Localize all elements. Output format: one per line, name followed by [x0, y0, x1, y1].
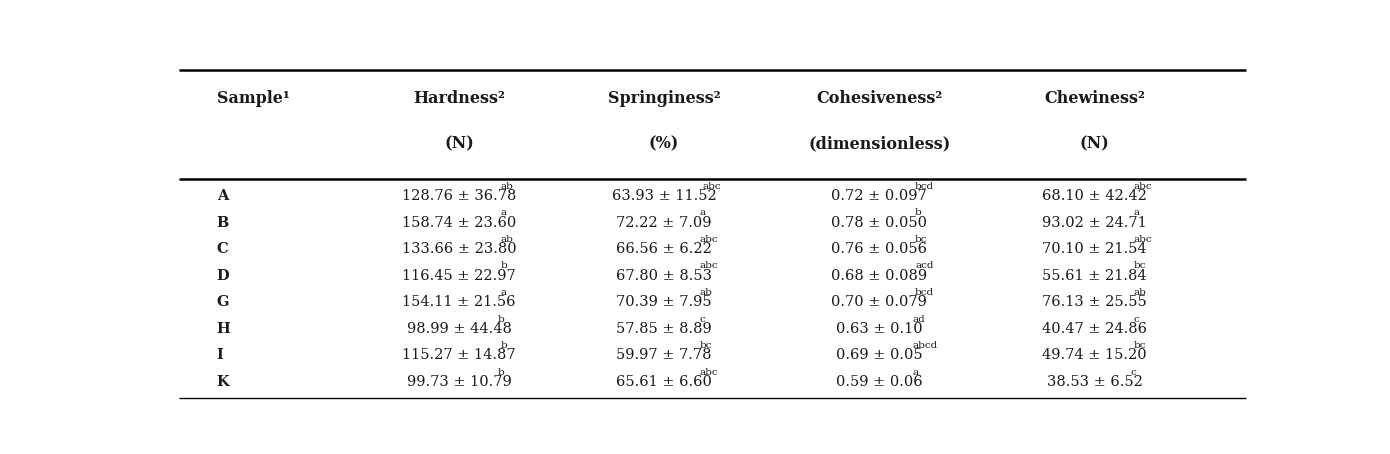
- Text: 99.73 ± 10.79: 99.73 ± 10.79: [407, 375, 512, 389]
- Text: Springiness²: Springiness²: [607, 90, 720, 107]
- Text: 67.80 ± 8.53: 67.80 ± 8.53: [616, 269, 712, 283]
- Text: 66.56 ± 6.22: 66.56 ± 6.22: [616, 242, 712, 256]
- Text: (%): (%): [649, 135, 680, 152]
- Text: abc: abc: [1133, 235, 1152, 244]
- Text: a: a: [500, 208, 507, 217]
- Text: H: H: [217, 322, 231, 336]
- Text: 0.70 ± 0.079: 0.70 ± 0.079: [831, 296, 927, 309]
- Text: c: c: [699, 315, 705, 324]
- Text: b: b: [498, 315, 505, 324]
- Text: ab: ab: [500, 235, 513, 244]
- Text: 133.66 ± 23.80: 133.66 ± 23.80: [402, 242, 517, 256]
- Text: b: b: [500, 341, 507, 350]
- Text: Sample¹: Sample¹: [217, 90, 289, 107]
- Text: c: c: [1133, 315, 1140, 324]
- Text: 128.76 ± 36.78: 128.76 ± 36.78: [402, 189, 517, 203]
- Text: abc: abc: [1133, 182, 1152, 191]
- Text: ab: ab: [699, 288, 713, 297]
- Text: C: C: [217, 242, 228, 256]
- Text: 57.85 ± 8.89: 57.85 ± 8.89: [616, 322, 712, 336]
- Text: 116.45 ± 22.97: 116.45 ± 22.97: [402, 269, 516, 283]
- Text: 49.74 ± 15.20: 49.74 ± 15.20: [1042, 349, 1147, 362]
- Text: (N): (N): [1080, 135, 1109, 152]
- Text: bcd: bcd: [915, 288, 934, 297]
- Text: 93.02 ± 24.71: 93.02 ± 24.71: [1042, 216, 1147, 230]
- Text: abc: abc: [699, 368, 719, 377]
- Text: A: A: [217, 189, 228, 203]
- Text: bc: bc: [1133, 262, 1145, 271]
- Text: ad: ad: [912, 315, 926, 324]
- Text: 158.74 ± 23.60: 158.74 ± 23.60: [402, 216, 516, 230]
- Text: 68.10 ± 42.42: 68.10 ± 42.42: [1042, 189, 1147, 203]
- Text: 59.97 ± 7.78: 59.97 ± 7.78: [616, 349, 712, 362]
- Text: 98.99 ± 44.48: 98.99 ± 44.48: [407, 322, 512, 336]
- Text: 70.10 ± 21.54: 70.10 ± 21.54: [1042, 242, 1147, 256]
- Text: c: c: [1130, 368, 1136, 377]
- Text: ab: ab: [500, 182, 513, 191]
- Text: 70.39 ± 7.95: 70.39 ± 7.95: [616, 296, 712, 309]
- Text: 55.61 ± 21.84: 55.61 ± 21.84: [1042, 269, 1147, 283]
- Text: Cohesiveness²: Cohesiveness²: [816, 90, 942, 107]
- Text: a: a: [500, 288, 507, 297]
- Text: 0.63 ± 0.10: 0.63 ± 0.10: [835, 322, 923, 336]
- Text: 38.53 ± 6.52: 38.53 ± 6.52: [1047, 375, 1143, 389]
- Text: 76.13 ± 25.55: 76.13 ± 25.55: [1042, 296, 1147, 309]
- Text: 0.69 ± 0.05: 0.69 ± 0.05: [835, 349, 923, 362]
- Text: a: a: [699, 208, 706, 217]
- Text: 0.68 ± 0.089: 0.68 ± 0.089: [831, 269, 927, 283]
- Text: a: a: [1133, 208, 1140, 217]
- Text: b: b: [500, 262, 507, 271]
- Text: bc: bc: [1133, 341, 1145, 350]
- Text: 63.93 ± 11.52: 63.93 ± 11.52: [612, 189, 716, 203]
- Text: K: K: [217, 375, 229, 389]
- Text: bc: bc: [915, 235, 927, 244]
- Text: D: D: [217, 269, 229, 283]
- Text: bcd: bcd: [915, 182, 934, 191]
- Text: G: G: [217, 296, 229, 309]
- Text: 115.27 ± 14.87: 115.27 ± 14.87: [403, 349, 516, 362]
- Text: (dimensionless): (dimensionless): [808, 135, 951, 152]
- Text: abcd: abcd: [912, 341, 938, 350]
- Text: acd: acd: [915, 262, 934, 271]
- Text: bc: bc: [699, 341, 712, 350]
- Text: (N): (N): [445, 135, 474, 152]
- Text: 154.11 ± 21.56: 154.11 ± 21.56: [403, 296, 516, 309]
- Text: 0.76 ± 0.056: 0.76 ± 0.056: [831, 242, 927, 256]
- Text: 0.72 ± 0.097: 0.72 ± 0.097: [831, 189, 927, 203]
- Text: b: b: [498, 368, 505, 377]
- Text: abc: abc: [699, 262, 719, 271]
- Text: abc: abc: [702, 182, 721, 191]
- Text: 40.47 ± 24.86: 40.47 ± 24.86: [1042, 322, 1147, 336]
- Text: a: a: [912, 368, 919, 377]
- Text: ab: ab: [1133, 288, 1147, 297]
- Text: I: I: [217, 349, 224, 362]
- Text: Chewiness²: Chewiness²: [1044, 90, 1145, 107]
- Text: 65.61 ± 6.60: 65.61 ± 6.60: [616, 375, 712, 389]
- Text: 0.59 ± 0.06: 0.59 ± 0.06: [835, 375, 923, 389]
- Text: abc: abc: [699, 235, 719, 244]
- Text: 0.78 ± 0.050: 0.78 ± 0.050: [831, 216, 927, 230]
- Text: B: B: [217, 216, 229, 230]
- Text: b: b: [915, 208, 922, 217]
- Text: 72.22 ± 7.09: 72.22 ± 7.09: [616, 216, 712, 230]
- Text: Hardness²: Hardness²: [413, 90, 505, 107]
